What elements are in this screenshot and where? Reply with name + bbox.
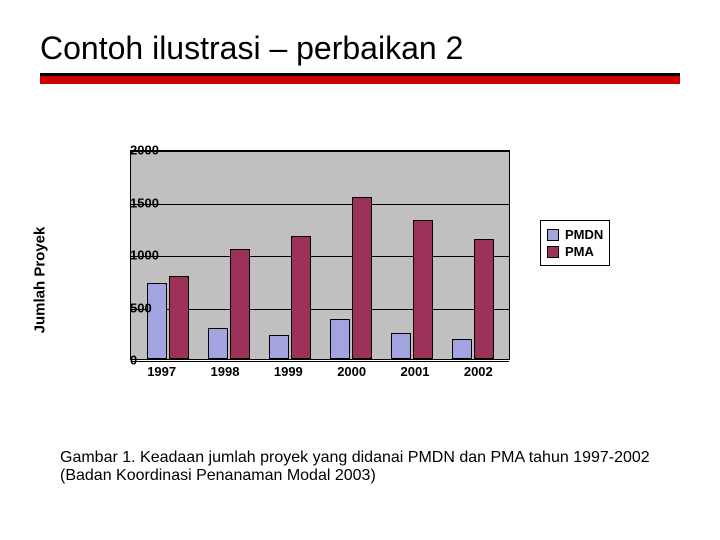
legend-row: PMDN — [547, 227, 603, 242]
y-tick-label: 1500 — [130, 195, 136, 210]
title-block: Contoh ilustrasi – perbaikan 2 — [40, 30, 680, 84]
x-tick-label: 2001 — [383, 364, 446, 379]
bar-pma — [474, 239, 494, 359]
title-redbar — [40, 76, 680, 84]
y-tick-label: 1000 — [130, 248, 136, 263]
bar-group — [198, 151, 259, 359]
y-axis-label: Jumlah Proyek — [32, 227, 49, 334]
bar-pmdn — [391, 333, 411, 359]
legend: PMDN PMA — [540, 220, 610, 266]
caption: Gambar 1. Keadaan jumlah proyek yang did… — [60, 449, 660, 485]
bar-pmdn — [147, 283, 167, 359]
y-tick-label: 2000 — [130, 143, 136, 158]
bar-pmdn — [452, 339, 472, 359]
bar-pmdn — [330, 319, 350, 359]
legend-label: PMDN — [565, 227, 603, 242]
plot-area — [130, 150, 510, 360]
bar-group — [259, 151, 320, 359]
bar-group — [442, 151, 503, 359]
x-tick-label: 1998 — [193, 364, 256, 379]
bar-pmdn — [208, 328, 228, 360]
gridline — [131, 361, 509, 362]
y-tick-label: 500 — [130, 300, 136, 315]
bar-pma — [169, 276, 189, 359]
bar-pma — [352, 197, 372, 359]
legend-swatch — [547, 246, 559, 258]
legend-row: PMA — [547, 244, 603, 259]
legend-swatch — [547, 229, 559, 241]
bar-pmdn — [269, 335, 289, 359]
bar-pma — [413, 220, 433, 359]
legend-label: PMA — [565, 244, 594, 259]
page-title: Contoh ilustrasi – perbaikan 2 — [40, 30, 680, 67]
x-tick-label: 1997 — [130, 364, 193, 379]
bar-pma — [291, 236, 311, 359]
slide: Contoh ilustrasi – perbaikan 2 Jumlah Pr… — [0, 0, 720, 540]
bar-pma — [230, 249, 250, 359]
bar-group — [320, 151, 381, 359]
chart: Jumlah Proyek 0500100015002000 199719981… — [60, 150, 660, 410]
x-tick-label: 2002 — [447, 364, 510, 379]
bar-group — [381, 151, 442, 359]
bars-container — [131, 151, 509, 359]
x-tick-label: 1999 — [257, 364, 320, 379]
x-tick-label: 2000 — [320, 364, 383, 379]
